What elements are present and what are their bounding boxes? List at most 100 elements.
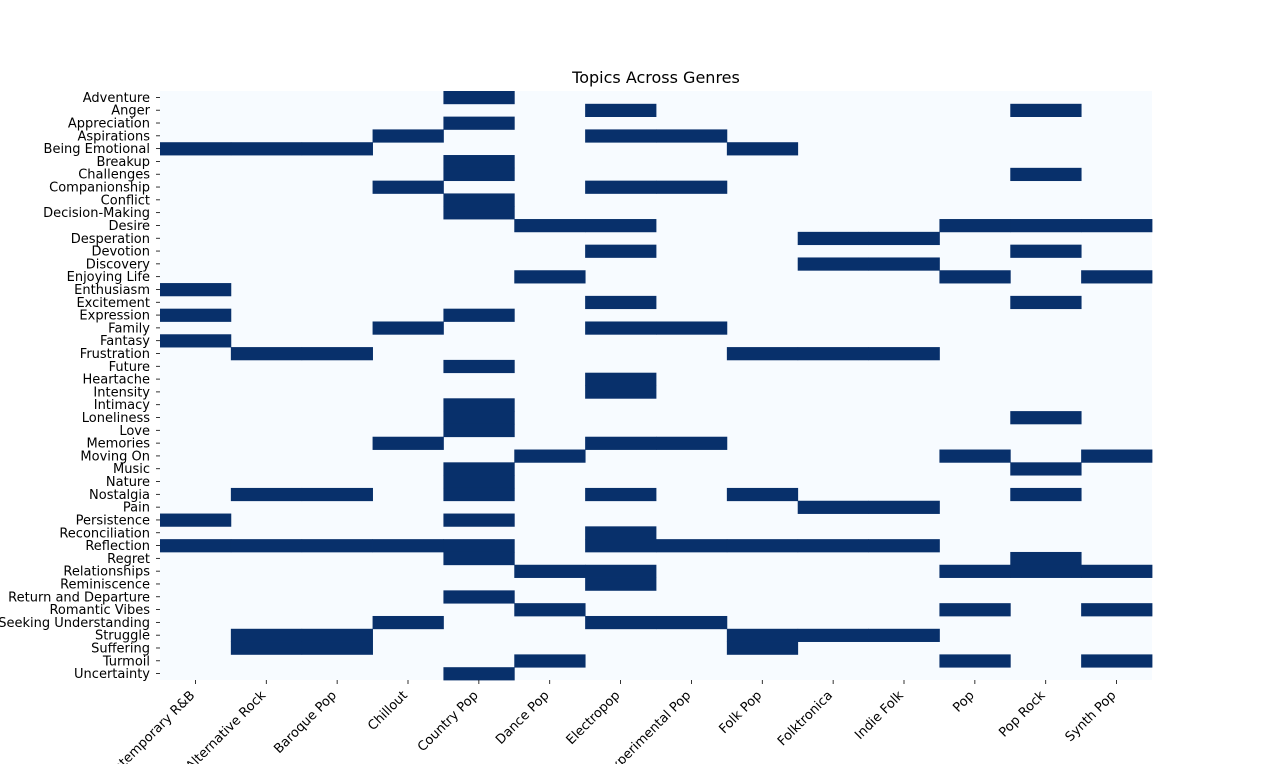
heatmap-cell [372,615,444,630]
y-tick-label: Pain [123,501,150,516]
y-tick-label: Adventure [83,91,150,106]
heatmap-cell [726,487,799,502]
heatmap-cell [443,359,515,374]
heatmap-cell [443,462,515,476]
heatmap-cell [160,283,232,297]
x-tick-label: Baroque Pop [271,688,340,757]
heatmap-cell [1010,551,1082,566]
heatmap-cell [230,641,303,655]
heatmap-cell [443,206,515,220]
heatmap-cell [443,590,515,604]
heatmap-cell [1010,487,1082,502]
heatmap-cell [939,603,1011,617]
heatmap-cell [230,487,303,502]
y-tick-label: Relationships [63,565,150,580]
heatmap-cell [443,539,515,553]
heatmap-cell [585,487,657,502]
heatmap-cell [797,257,869,271]
heatmap-cell [1010,103,1082,117]
heatmap-cell [797,231,869,246]
y-tick-label: Turmoil [102,654,150,669]
y-tick-label: Memories [86,437,150,452]
y-tick-label: Future [109,360,150,375]
heatmap-cell [797,539,869,553]
heatmap-cell [301,539,373,553]
y-tick-label: Reconciliation [59,526,150,541]
x-tick-label: Country Pop [415,688,482,755]
heatmap-cell [230,347,303,361]
heatmap-cell [443,91,515,105]
heatmap-cell [797,347,869,361]
heatmap-cell [585,129,657,143]
heatmap-cell [443,155,515,169]
heatmap-cell [301,347,373,361]
y-tick-label: Love [119,424,150,439]
y-tick-label: Frustration [80,347,150,362]
x-tick-label: Pop [950,688,977,715]
heatmap-cell [585,244,657,258]
heatmap-cell [868,628,940,642]
y-tick-label: Intensity [93,385,150,400]
heatmap-cell [514,603,586,617]
x-tick-label: Folktronica [775,688,836,749]
y-tick-label: Seeking Understanding [0,616,150,631]
heatmap-cell [585,577,657,591]
heatmap-cells [160,91,1153,681]
y-tick-label: Struggle [95,629,150,644]
heatmap-cell [1010,219,1082,233]
y-tick-label: Breakup [96,155,150,170]
heatmap-cell [443,167,515,182]
heatmap-cell [585,295,657,310]
heatmap-cell [939,270,1011,284]
y-tick-label: Appreciation [68,117,150,132]
heatmap-cell [372,129,444,143]
y-tick-label: Moving On [80,449,150,464]
heatmap-cell [230,142,303,156]
heatmap-cell [656,321,728,335]
heatmap-cell [1010,244,1082,258]
x-tick-label: Dance Pop [493,688,552,747]
heatmap-cell [514,564,586,578]
y-tick-label: Intimacy [94,398,151,413]
x-tick-label: Chillout [365,688,411,734]
heatmap-cell [585,436,657,450]
y-tick-label: Loneliness [82,411,150,426]
y-tick-label: Conflict [101,193,150,208]
heatmap-cell [230,539,303,553]
heatmap-cell [656,539,728,553]
heatmap-cell [868,539,940,553]
heatmap-cell [939,564,1011,578]
y-tick-label: Regret [107,552,150,567]
heatmap-cell [585,180,657,194]
heatmap-cell [514,219,586,233]
heatmap-cell [585,564,657,578]
heatmap-cell [585,539,657,553]
y-tick-label: Nature [106,475,150,490]
heatmap-cell [585,615,657,630]
y-tick-label: Music [113,462,150,477]
heatmap-cell [301,628,373,642]
heatmap-cell [1081,219,1153,233]
y-tick-label: Enjoying Life [67,270,150,285]
heatmap-cell [1010,462,1082,476]
y-tick-label: Romantic Vibes [49,603,150,618]
y-tick-label: Reflection [85,539,150,554]
heatmap-cell [585,321,657,335]
y-tick-label: Nostalgia [89,488,150,503]
heatmap-cell [726,347,799,361]
y-tick-label: Being Emotional [44,142,150,157]
heatmap-cell [301,641,373,655]
heatmap-cell [372,321,444,335]
heatmap-cell [301,487,373,502]
heatmap-cell [656,436,728,450]
y-tick-label: Discovery [86,257,151,272]
y-tick-label: Persistence [76,513,150,528]
y-tick-label: Fantasy [100,334,150,349]
x-tick-label: Pop Rock [996,688,1049,741]
y-tick-label: Companionship [49,181,150,196]
heatmap-cell [372,436,444,450]
heatmap-cell [443,193,515,207]
y-tick-label: Anger [111,104,150,119]
heatmap-cell [372,180,444,194]
